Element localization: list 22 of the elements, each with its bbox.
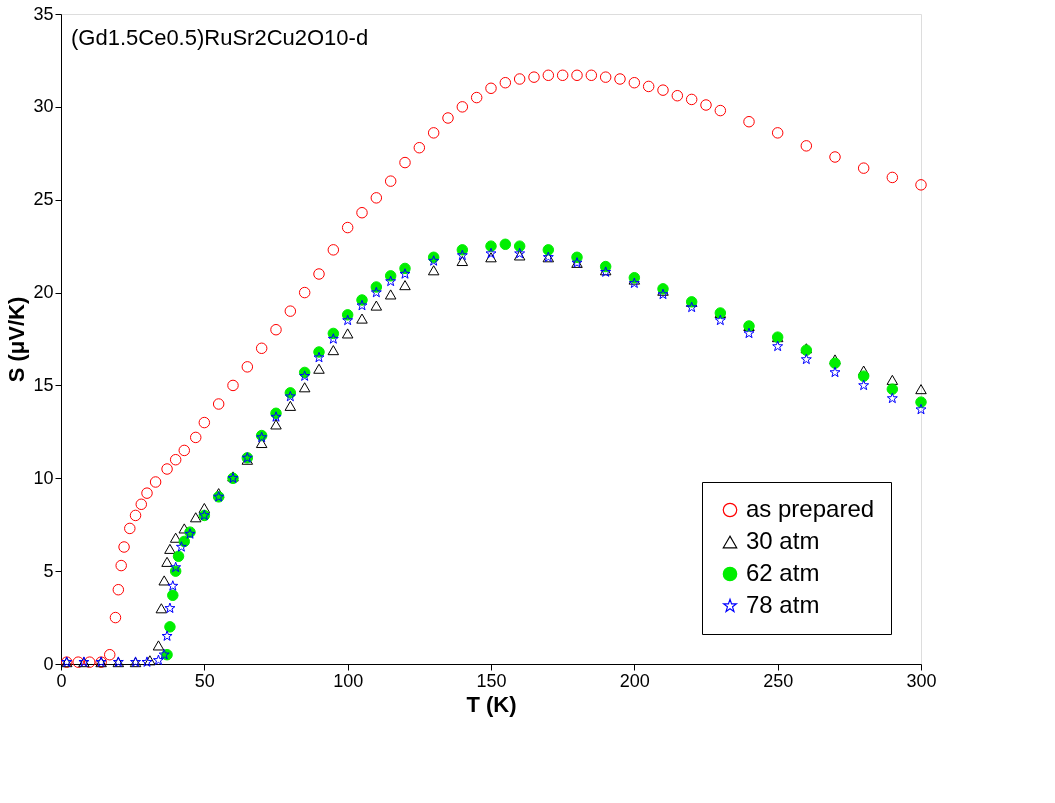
legend-label: 62 atm — [746, 559, 820, 586]
legend-label: 30 atm — [746, 527, 820, 554]
x-tick-label: 100 — [333, 670, 364, 691]
legend-label: 78 atm — [746, 591, 820, 618]
annotation: (Gd1.5Ce0.5)RuSr2Cu2O10-d — [71, 25, 369, 50]
y-tick-label: 35 — [33, 3, 54, 24]
x-axis-title: T (K) — [466, 691, 517, 717]
y-tick-label: 0 — [43, 653, 54, 674]
y-axis-title: S (μV/K) — [4, 296, 30, 383]
y-tick-label: 15 — [33, 374, 54, 395]
y-tick-label: 10 — [33, 467, 54, 488]
x-tick-label: 150 — [476, 670, 507, 691]
y-tick-label: 5 — [43, 560, 54, 581]
y-tick-label: 25 — [33, 189, 54, 210]
legend-label: as prepared — [746, 495, 875, 522]
x-tick-label: 300 — [906, 670, 937, 691]
x-tick-label: 200 — [619, 670, 650, 691]
x-tick-label: 0 — [56, 670, 67, 691]
y-tick-label: 30 — [33, 96, 54, 117]
x-tick-label: 250 — [763, 670, 794, 691]
y-tick-label: 20 — [33, 282, 54, 303]
x-tick-label: 50 — [194, 670, 215, 691]
